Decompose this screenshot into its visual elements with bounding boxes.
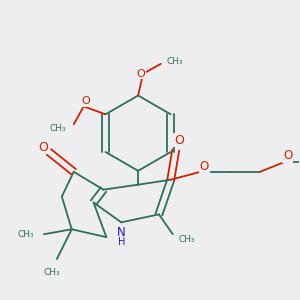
Text: N: N (117, 226, 126, 239)
Text: CH₃: CH₃ (178, 235, 195, 244)
Text: CH₃: CH₃ (18, 230, 34, 239)
Text: CH₃: CH₃ (167, 57, 183, 66)
Text: O: O (174, 134, 184, 147)
Text: O: O (200, 160, 209, 173)
Text: O: O (283, 149, 292, 162)
Text: O: O (137, 69, 146, 79)
Text: O: O (38, 140, 48, 154)
Text: H: H (118, 237, 125, 247)
Text: CH₃: CH₃ (44, 268, 60, 278)
Text: CH₃: CH₃ (50, 124, 66, 133)
Text: O: O (81, 97, 90, 106)
